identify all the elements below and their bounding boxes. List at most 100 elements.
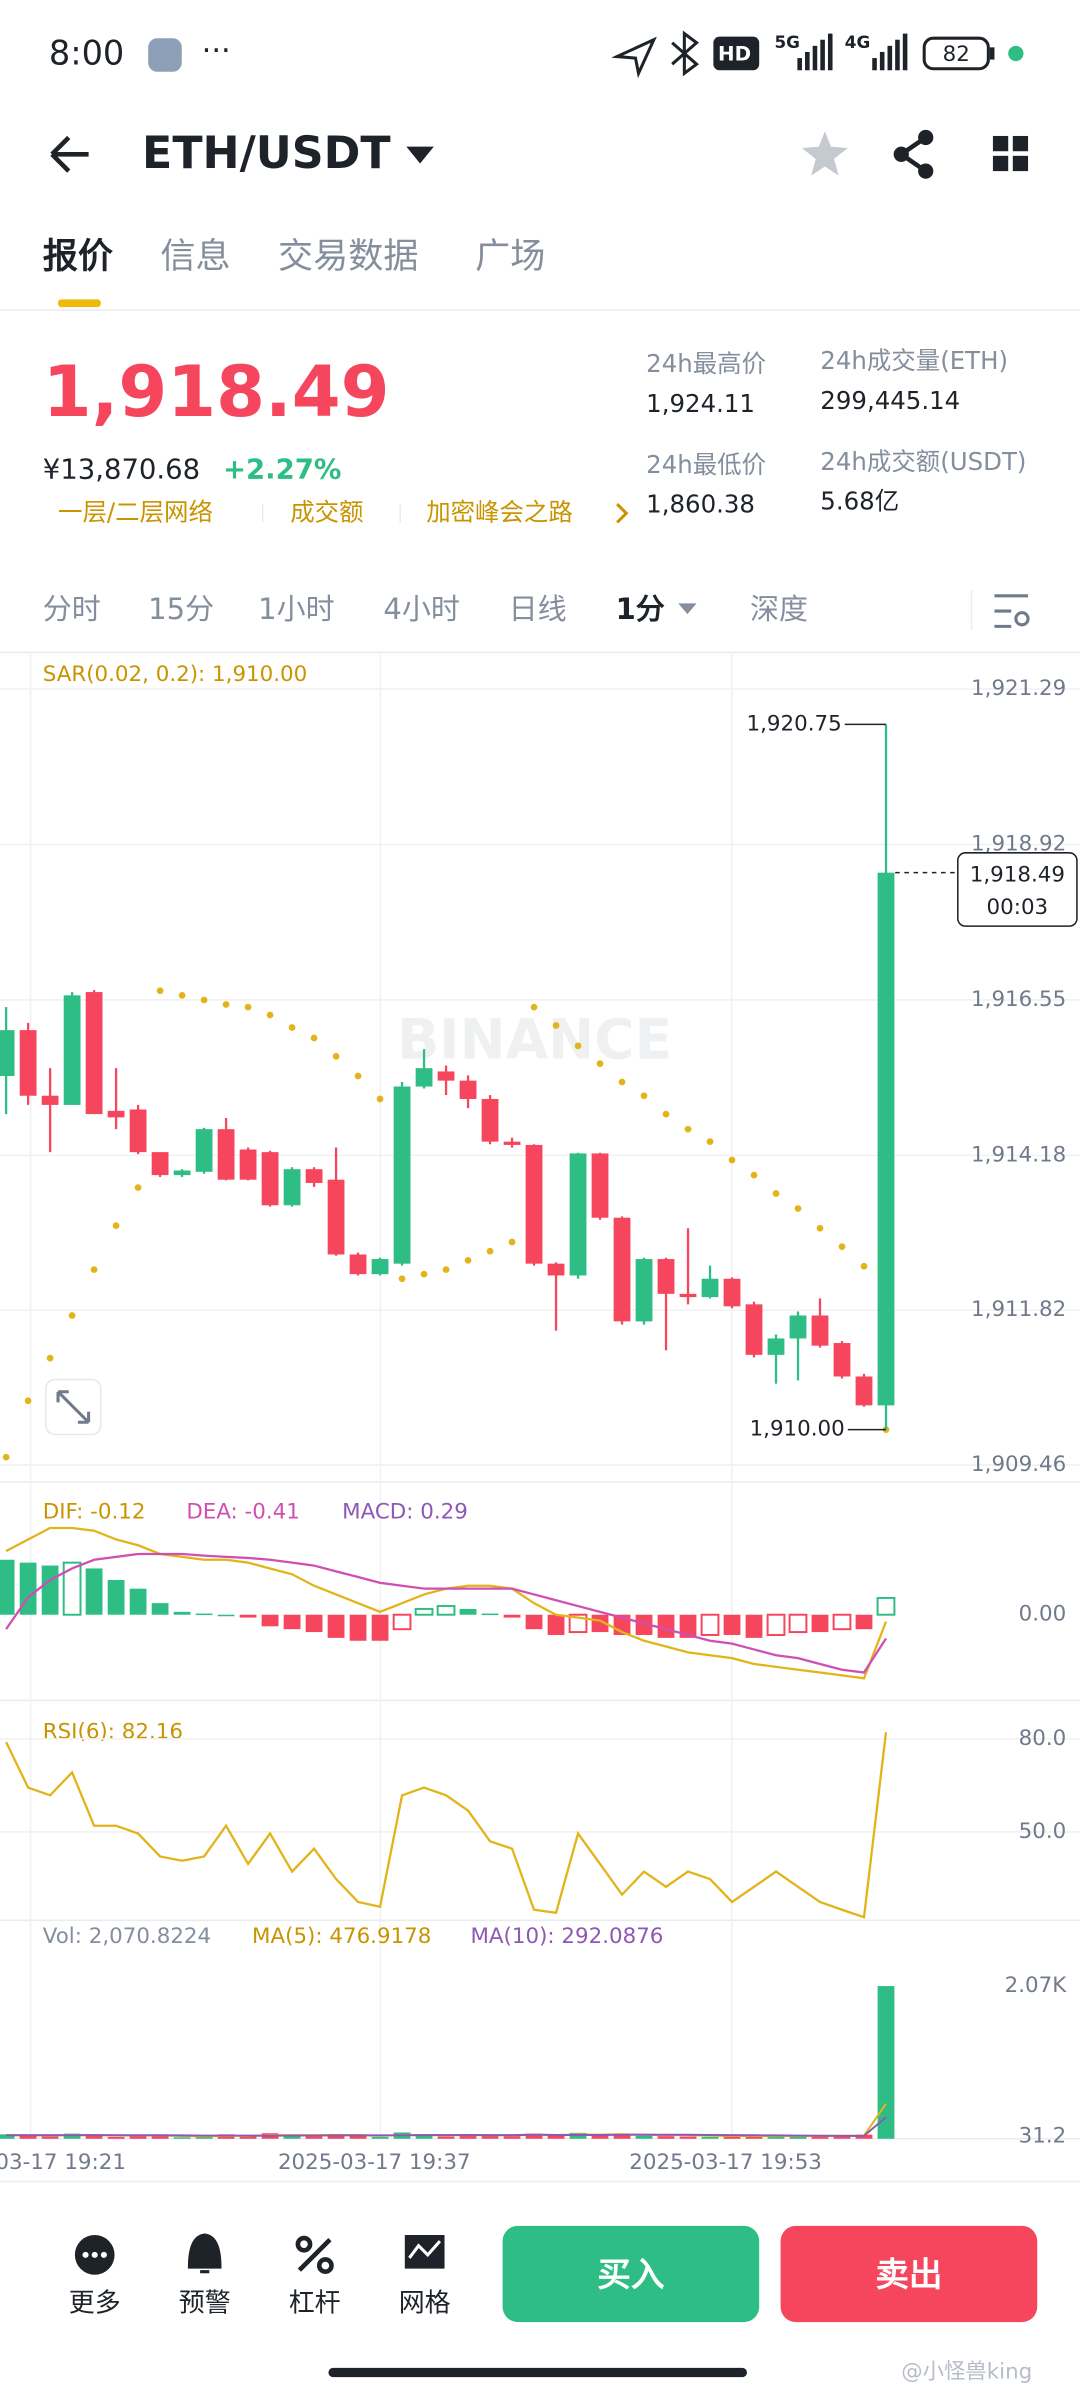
chart-settings[interactable]	[994, 594, 1030, 628]
volume-bar	[0, 2134, 15, 2139]
interval[interactable]: 分时	[43, 592, 101, 626]
y-tick-label: 1,914.18	[971, 1142, 1066, 1167]
sar-dot	[156, 987, 164, 995]
volume-bar	[415, 2134, 433, 2139]
tab-active[interactable]: 报价	[43, 236, 114, 277]
tab[interactable]: 广场	[475, 236, 545, 277]
volume-bar	[723, 2135, 741, 2139]
tag[interactable]: 成交额	[290, 497, 363, 526]
favorite-star[interactable]	[801, 131, 848, 176]
macd-bar	[788, 1613, 808, 1634]
sar-dot	[398, 1275, 406, 1283]
grid-label[interactable]: 网格	[399, 2288, 451, 2318]
net1-text: 5G	[774, 32, 799, 52]
interval[interactable]: 15分	[148, 592, 214, 626]
volume-bar	[305, 2136, 323, 2139]
macd-bar	[371, 1614, 389, 1641]
sar-dot	[838, 1243, 846, 1250]
tag[interactable]: 加密峰会之路	[426, 497, 573, 526]
grid-menu[interactable]	[992, 135, 1029, 172]
interval-dropdown[interactable]	[678, 603, 697, 615]
battery	[922, 36, 990, 71]
macd-bar	[766, 1613, 786, 1636]
macd-bar	[41, 1565, 59, 1615]
candle-body	[481, 1098, 499, 1142]
sar-dot	[464, 1257, 472, 1264]
buy-button[interactable]	[502, 2225, 760, 2323]
y-tick-label: 1,911.82	[971, 1297, 1066, 1322]
volume-bar	[437, 2136, 455, 2139]
tag[interactable]: 一层/二层网络	[58, 497, 213, 526]
leverage-label[interactable]: 杠杆	[289, 2288, 341, 2318]
stat-label: 24h成交量(ETH)	[820, 346, 1008, 375]
candle-body	[129, 1109, 147, 1153]
macd-bar	[217, 1614, 235, 1617]
ma5-line	[6, 2103, 887, 2138]
interval[interactable]: 1小时	[258, 592, 334, 626]
stat-value: 5.68亿	[820, 487, 899, 516]
volume-bar	[767, 2136, 785, 2139]
rsi-line	[5, 1732, 888, 1919]
candle-body	[151, 1152, 169, 1176]
back-button[interactable]	[50, 135, 89, 173]
sar-dot	[574, 1042, 582, 1050]
volume-bar	[19, 2135, 37, 2139]
macd-bar	[657, 1614, 675, 1638]
candle-body	[415, 1068, 433, 1087]
interval[interactable]: 4小时	[383, 592, 459, 626]
volume-bar	[635, 2135, 653, 2139]
candle-body	[635, 1259, 653, 1322]
status-time: 8:00	[49, 33, 124, 72]
tag-arrow	[616, 503, 629, 524]
volume-bar	[349, 2135, 367, 2139]
macd-bar	[811, 1614, 829, 1633]
candle-body	[789, 1315, 807, 1339]
volume-bar	[173, 2137, 191, 2139]
volume-bar	[701, 2136, 719, 2139]
y-tick-label: 1,909.46	[971, 1452, 1066, 1477]
more-button[interactable]	[74, 2235, 115, 2275]
candle-body	[261, 1152, 279, 1206]
candle-body	[283, 1169, 301, 1206]
sar-dot	[706, 1138, 714, 1145]
volume-bar	[481, 2134, 499, 2139]
leverage-button[interactable]	[295, 2235, 334, 2274]
interval[interactable]: 日线	[509, 592, 567, 626]
alert-button[interactable]	[187, 2233, 222, 2274]
macd-bar	[723, 1614, 741, 1635]
hd-badge	[713, 36, 760, 71]
stat-value: 1,860.38	[646, 490, 755, 519]
low-label: 1,910.00	[750, 1417, 845, 1442]
tab[interactable]: 交易数据	[278, 236, 419, 277]
volume-bar	[283, 2135, 301, 2139]
sell-button[interactable]	[780, 2225, 1038, 2323]
share-button[interactable]	[893, 129, 934, 179]
interval[interactable]: 深度	[750, 592, 808, 626]
sell-label[interactable]: 卖出	[875, 2255, 942, 2294]
stat-value: 1,924.11	[646, 389, 755, 418]
macd-bar	[745, 1614, 763, 1638]
macd-bar	[0, 1559, 15, 1615]
sar-dot	[750, 1171, 758, 1179]
grid-button[interactable]	[404, 2235, 445, 2269]
more-label[interactable]: 更多	[69, 2288, 121, 2318]
alert-label[interactable]: 预警	[179, 2288, 231, 2318]
candle-body	[437, 1071, 455, 1081]
sar-dot	[178, 991, 186, 999]
last-price: 1,918.49	[43, 351, 390, 433]
volume-bar	[107, 2136, 125, 2139]
tab[interactable]: 信息	[160, 236, 230, 277]
sar-dot	[200, 996, 208, 1004]
macd-bar	[481, 1613, 499, 1616]
sar-dot	[442, 1266, 450, 1273]
interval-active[interactable]: 1分	[616, 592, 665, 626]
macd-bar	[85, 1568, 103, 1615]
stat-label: 24h成交额(USDT)	[820, 447, 1026, 476]
sar-dot	[134, 1184, 142, 1191]
buy-label[interactable]: 买入	[597, 2255, 665, 2294]
net2-text: 4G	[845, 32, 870, 52]
candle-body	[19, 1030, 37, 1096]
signal-1	[797, 33, 833, 71]
pair-title[interactable]: ETH/USDT	[142, 128, 391, 179]
pair-dropdown[interactable]	[406, 146, 434, 164]
